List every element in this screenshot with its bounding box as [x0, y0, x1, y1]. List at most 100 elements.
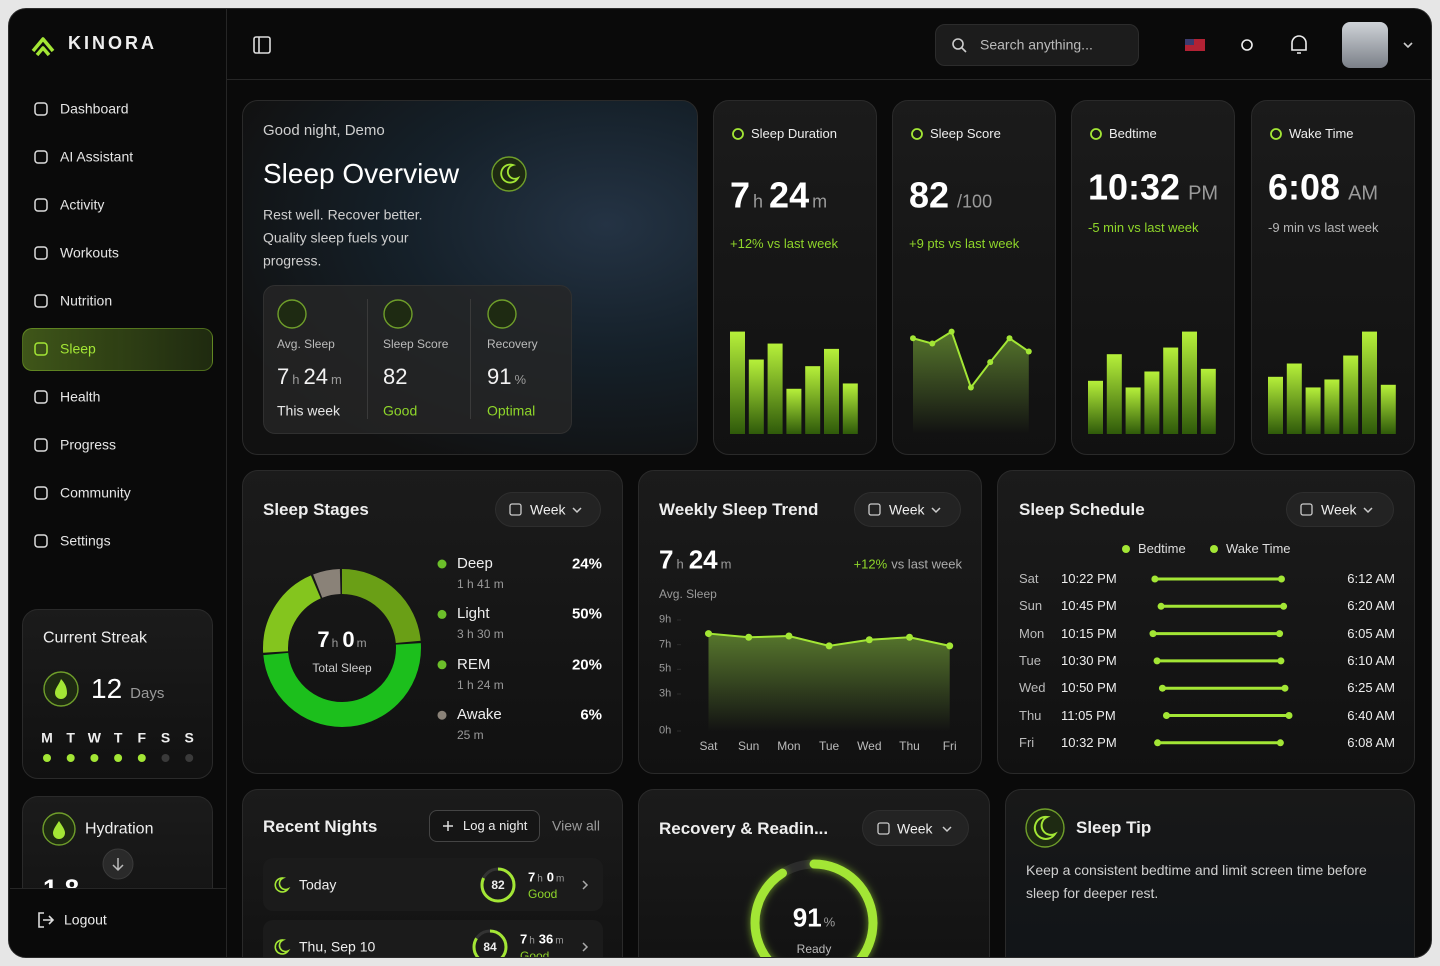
logout[interactable]: Logout: [64, 911, 107, 928]
night-row[interactable]: [263, 920, 603, 957]
avatar[interactable]: [1342, 22, 1388, 68]
value-part: 24: [769, 174, 810, 216]
bar: [748, 359, 764, 434]
value: 7 h 24 m: [659, 544, 731, 575]
value-part: AM: [1348, 182, 1379, 205]
value-part: 0: [342, 626, 355, 652]
value-part: %: [823, 914, 836, 930]
legend-label: Light: [457, 605, 490, 623]
trend-area: [708, 633, 950, 731]
value-part: PM: [1188, 182, 1219, 205]
wake-dot: [1285, 712, 1293, 719]
label: This week: [277, 402, 341, 419]
legend-dot: [437, 559, 447, 569]
icon-badge: [1025, 808, 1065, 848]
nav-item[interactable]: Health: [60, 388, 101, 405]
header-divider: [227, 79, 1431, 80]
y-tick-label: 3h: [659, 687, 672, 700]
period-dropdown[interactable]: [1286, 492, 1394, 527]
label: Ready: [796, 941, 832, 956]
label: Good night, Demo: [263, 122, 385, 139]
label: Sleep Overview: [263, 158, 460, 190]
nav-item[interactable]: Sleep: [60, 340, 96, 357]
label: T: [113, 729, 123, 746]
value-part: h: [529, 935, 535, 947]
label: Optimal: [487, 402, 536, 419]
kpi-icon: [732, 128, 744, 140]
search-box[interactable]: [935, 24, 1139, 66]
chevron: [942, 826, 952, 833]
value-part: h: [292, 371, 300, 387]
point: [745, 633, 753, 641]
bedtime-dot: [1158, 684, 1166, 692]
label: 6:20 AM: [1347, 598, 1395, 614]
nav-item[interactable]: Workouts: [60, 244, 119, 261]
label: Thu, Sep 10: [299, 938, 376, 955]
value-part: /100: [957, 191, 993, 212]
nav-item[interactable]: Settings: [60, 532, 111, 549]
label: 25 m: [457, 727, 484, 742]
point: [987, 359, 994, 366]
value: 82/100: [909, 173, 992, 216]
point: [1006, 335, 1013, 342]
bedtime-dot: [1149, 630, 1157, 638]
logout-bar: [10, 888, 226, 957]
bar: [824, 348, 839, 434]
label: 10:30 PM: [1061, 653, 1117, 669]
legend-label: Bedtime: [1138, 541, 1186, 557]
label: 10:50 PM: [1061, 680, 1117, 696]
data-label: 6%: [580, 706, 602, 725]
nav-item[interactable]: Nutrition: [60, 292, 113, 309]
value-part: 12: [91, 673, 123, 705]
change: +9 pts vs last week: [909, 236, 1020, 252]
change: +12% vs last week: [854, 554, 962, 573]
bar: [730, 331, 745, 434]
icon-badge: [383, 299, 413, 329]
bar: [1182, 331, 1197, 434]
label: Sleep Stages: [263, 499, 369, 519]
nav-item[interactable]: Community: [60, 484, 131, 501]
period-dropdown[interactable]: [862, 810, 969, 846]
nav-icon: [34, 294, 48, 308]
value-part: %: [588, 706, 602, 724]
nav-item[interactable]: Dashboard: [60, 100, 129, 117]
night-row[interactable]: [263, 858, 603, 911]
nav-item[interactable]: AI Assistant: [60, 148, 134, 165]
period: Week: [889, 501, 925, 518]
nav-item[interactable]: Progress: [60, 436, 117, 453]
nav-item[interactable]: Activity: [60, 196, 105, 213]
label: Sleep Score: [383, 336, 449, 351]
label: Wed: [1019, 680, 1046, 696]
label: Sleep Duration: [751, 126, 837, 142]
value: 12 Days: [91, 672, 164, 706]
x-tick-label: Tue: [818, 738, 840, 753]
label: W: [87, 729, 101, 746]
nav-icon: [34, 486, 48, 500]
label: 6:08 AM: [1347, 735, 1395, 750]
x-tick-label: Mon: [777, 738, 801, 753]
tip-card: [1005, 789, 1415, 957]
period-dropdown[interactable]: [854, 492, 961, 527]
label: Bedtime: [1109, 126, 1157, 142]
value-part: h: [753, 191, 764, 212]
score-ring: [480, 867, 516, 903]
nav-icon: [34, 150, 48, 164]
value-part: 50: [571, 605, 589, 623]
label: 6:10 AM: [1347, 653, 1395, 669]
label: 10:32 PM: [1061, 735, 1117, 750]
value: 10:32 PM: [1088, 165, 1218, 208]
moon-icon: [274, 877, 291, 893]
nav-icon: [34, 246, 48, 260]
bar: [842, 383, 858, 434]
stat-divider: [367, 299, 368, 419]
label: Avg. Sleep: [659, 586, 717, 601]
label: S: [184, 729, 194, 746]
bell-icon: [1291, 35, 1307, 54]
label: 3 h 30 m: [457, 627, 504, 642]
value-part: 7: [520, 931, 528, 947]
label[interactable]: View all: [552, 817, 600, 834]
label: Wake Time: [1289, 126, 1354, 142]
period-dropdown[interactable]: [495, 492, 601, 527]
